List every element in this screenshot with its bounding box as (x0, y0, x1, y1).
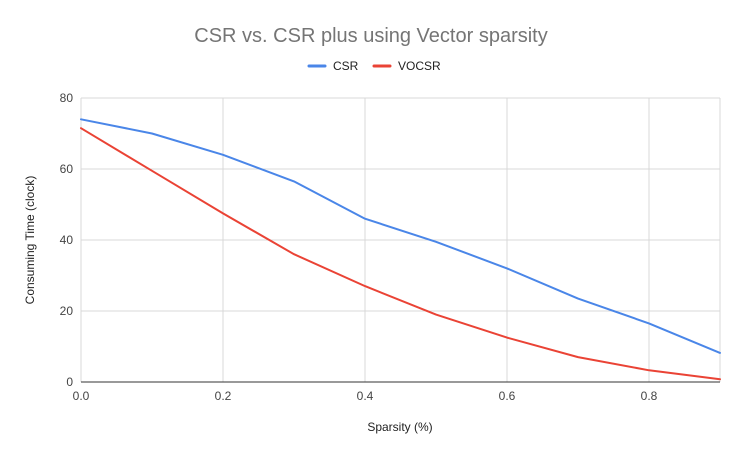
data-point-csr (150, 132, 154, 136)
chart-title: CSR vs. CSR plus using Vector sparsity (194, 25, 547, 47)
data-point-csr (576, 297, 580, 301)
data-point-csr (647, 321, 651, 325)
grid-lines (80, 97, 721, 382)
data-point-csr (292, 179, 296, 183)
x-axis-ticks: 0.0 0.2 0.4 0.6 0.8 (73, 389, 658, 403)
legend-label: CSR (333, 59, 359, 73)
series-lines (79, 117, 722, 381)
data-point-csr (363, 217, 367, 221)
data-point-vocsr (647, 368, 651, 372)
x-tick-label: 0.6 (499, 389, 516, 403)
y-tick-label: 80 (60, 91, 74, 105)
y-tick-label: 0 (66, 375, 73, 389)
x-tick-label: 0.4 (357, 389, 374, 403)
y-tick-label: 40 (60, 233, 74, 247)
y-tick-label: 20 (60, 304, 74, 318)
series-line-vocsr (80, 127, 721, 381)
x-tick-label: 0.0 (73, 389, 90, 403)
legend: CSR VOCSR (307, 59, 441, 73)
data-point-vocsr (221, 211, 225, 215)
y-tick-label: 60 (60, 162, 74, 176)
y-axis-label: Consuming Time (clock) (23, 176, 37, 305)
x-axis-label: Sparsity (%) (367, 420, 432, 434)
legend-item-vocsr: VOCSR (372, 59, 441, 73)
data-point-csr (434, 240, 438, 244)
data-point-vocsr (505, 336, 509, 340)
legend-label: VOCSR (398, 59, 441, 73)
data-point-vocsr (576, 355, 580, 359)
data-point-csr (718, 351, 722, 355)
data-point-csr (79, 117, 83, 121)
data-point-vocsr (363, 284, 367, 288)
data-point-vocsr (150, 169, 154, 173)
data-point-vocsr (292, 252, 296, 256)
series-line-csr (80, 118, 721, 354)
y-axis-ticks: 0 20 40 60 80 (60, 91, 74, 389)
data-point-vocsr (718, 377, 722, 381)
data-point-vocsr (79, 126, 83, 130)
data-point-csr (505, 266, 509, 270)
data-point-vocsr (434, 313, 438, 317)
x-tick-label: 0.2 (215, 389, 232, 403)
legend-item-csr: CSR (307, 59, 359, 73)
data-point-csr (221, 153, 225, 157)
x-tick-label: 0.8 (641, 389, 658, 403)
